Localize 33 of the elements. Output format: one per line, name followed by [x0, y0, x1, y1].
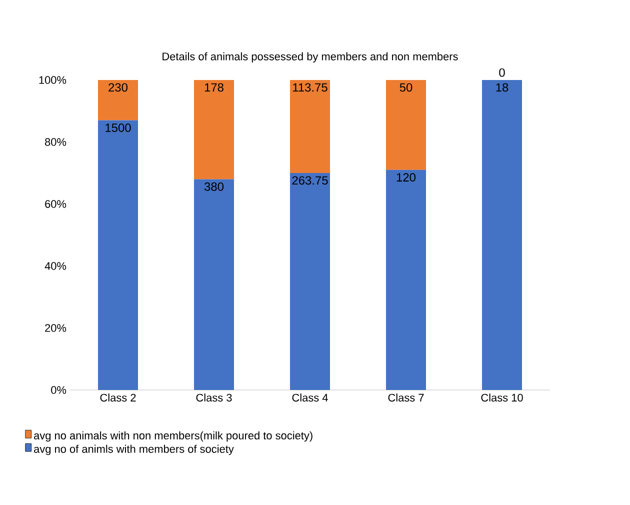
- bar: [290, 80, 330, 173]
- annotation: 178: [204, 83, 224, 92]
- x-tick-label: Class 10: [481, 394, 523, 402]
- annotation: 113.75: [293, 83, 328, 92]
- y-tick-label: 60%: [45, 200, 66, 208]
- legend-label: avg no animals with non members(milk poured to society): [34, 431, 312, 442]
- x-tick-label: Class 4: [292, 394, 328, 402]
- y-tick-label: 40%: [44, 262, 66, 270]
- y-tick-label: 80%: [45, 138, 66, 146]
- bar: [98, 80, 138, 120]
- annotation: 120: [396, 173, 416, 182]
- annotation: 50: [400, 83, 412, 92]
- bar: [194, 179, 234, 390]
- annotation: 380: [204, 182, 224, 191]
- annotation: 1500: [106, 124, 131, 132]
- bar: [290, 173, 330, 390]
- x-tick-label: Class 7: [388, 394, 424, 402]
- bar: [386, 170, 426, 390]
- annotation: 230: [108, 83, 128, 92]
- x-tick-label: Class 3: [196, 394, 232, 402]
- y-tick-label: 100%: [39, 76, 66, 84]
- chart-title: Details of animals possessed by members and non members: [162, 52, 458, 62]
- legend-label: avg no of animls with members of society: [34, 444, 234, 456]
- bar: [386, 80, 426, 170]
- bar: [482, 80, 522, 390]
- y-tick-label: 0%: [51, 386, 66, 394]
- annotation: 263.75: [292, 176, 328, 185]
- bar: [194, 80, 234, 180]
- annotation: 0: [499, 68, 505, 77]
- annotation: 18: [496, 83, 508, 92]
- y-tick-label: 20%: [45, 324, 66, 332]
- x-tick-label: Class 2: [100, 394, 136, 402]
- bar: [98, 120, 138, 390]
